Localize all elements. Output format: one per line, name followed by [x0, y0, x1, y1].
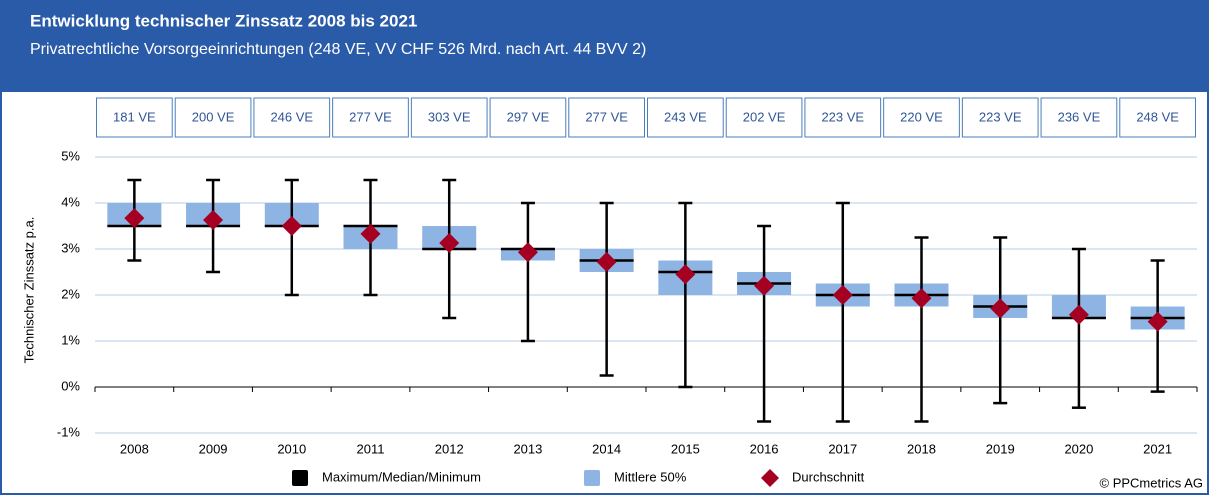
y-tick-label: 4%	[61, 194, 80, 209]
count-box	[568, 97, 645, 138]
legend-label: Mittlere 50%	[614, 469, 687, 484]
y-tick-label: -1%	[57, 424, 81, 439]
x-tick-label: 2012	[435, 441, 464, 456]
x-tick-label: 2014	[592, 441, 621, 456]
mean-marker	[281, 216, 302, 236]
mean-marker	[596, 251, 617, 272]
count-box	[961, 97, 1039, 138]
legend-swatch	[292, 470, 308, 486]
mean-marker	[517, 242, 538, 263]
count-label: 223 VE	[979, 109, 1022, 124]
y-tick-label: 0%	[61, 378, 80, 393]
mean-marker	[990, 298, 1011, 319]
legend-label: Durchschnitt	[792, 469, 865, 484]
x-tick-label: 2020	[1064, 441, 1093, 456]
mean-marker	[1068, 304, 1089, 325]
header	[0, 0, 1209, 92]
count-box	[1040, 97, 1118, 138]
count-label: 236 VE	[1058, 109, 1101, 124]
y-tick-label: 1%	[61, 332, 80, 347]
x-tick-label: 2011	[357, 441, 385, 456]
count-box	[332, 97, 409, 138]
mean-marker	[675, 264, 696, 285]
x-tick-label: 2019	[986, 441, 1015, 456]
x-tick-label: 2016	[750, 441, 779, 456]
chart-subtitle: Privatrechtliche Vorsorgeeinrichtungen (…	[30, 41, 646, 58]
mean-marker	[832, 285, 853, 305]
mean-marker	[124, 208, 145, 229]
x-tick-label: 2021	[1143, 441, 1172, 456]
count-box	[489, 97, 567, 138]
source: © PPCmetrics AG	[1100, 475, 1204, 490]
count-label: 200 VE	[192, 109, 235, 124]
count-box	[96, 97, 173, 138]
count-box	[253, 97, 331, 138]
count-label: 243 VE	[664, 109, 707, 124]
y-tick-label: 2%	[61, 286, 80, 301]
count-label: 277 VE	[349, 109, 392, 124]
mean-marker	[911, 288, 932, 309]
y-axis-label: Technischer Zinssatz p.a.	[21, 217, 36, 364]
count-label: 220 VE	[900, 109, 943, 124]
count-box	[1119, 97, 1197, 138]
count-box	[174, 97, 252, 138]
count-label: 303 VE	[428, 109, 471, 124]
x-tick-label: 2008	[120, 441, 149, 456]
mean-marker	[360, 223, 381, 244]
x-tick-label: 2015	[671, 441, 700, 456]
y-tick-label: 3%	[61, 240, 80, 255]
mean-marker	[754, 275, 775, 296]
x-tick-label: 2013	[513, 441, 542, 456]
count-label: 181 VE	[113, 109, 156, 124]
x-tick-label: 2009	[199, 441, 228, 456]
legend-label: Maximum/Median/Minimum	[322, 469, 481, 484]
y-tick-label: 5%	[61, 148, 80, 163]
mean-marker	[1147, 311, 1168, 332]
x-tick-label: 2010	[277, 441, 306, 456]
count-box	[804, 97, 882, 138]
count-label: 297 VE	[507, 109, 550, 124]
count-box	[725, 97, 803, 138]
count-label: 202 VE	[743, 109, 786, 124]
count-box	[410, 97, 488, 138]
count-box	[883, 97, 960, 138]
legend-swatch	[584, 470, 600, 486]
chart-title: Entwicklung technischer Zinssatz 2008 bi…	[30, 11, 417, 30]
count-label: 246 VE	[270, 109, 313, 124]
count-label: 223 VE	[821, 109, 864, 124]
count-box	[647, 97, 724, 138]
mean-marker	[439, 233, 460, 254]
x-tick-label: 2018	[907, 441, 936, 456]
count-label: 248 VE	[1136, 109, 1179, 124]
mean-marker	[203, 210, 224, 231]
legend-swatch	[761, 469, 779, 487]
x-tick-label: 2017	[828, 441, 857, 456]
count-label: 277 VE	[585, 109, 628, 124]
